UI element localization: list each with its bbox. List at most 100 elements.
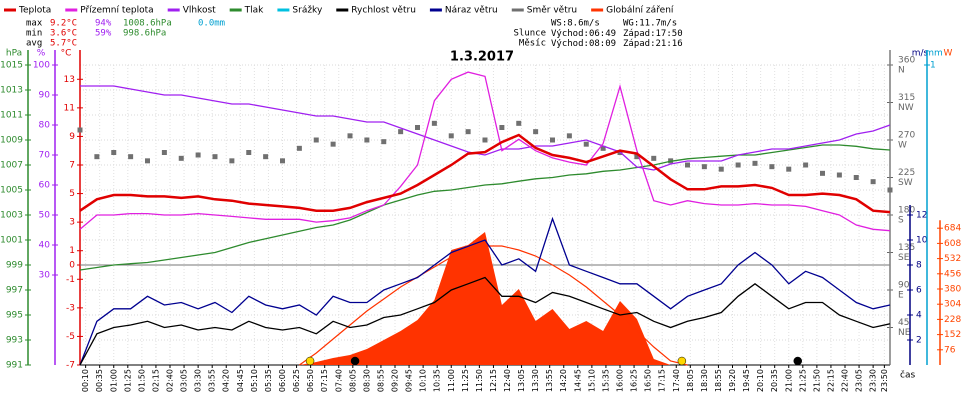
tick-label: 100 (33, 61, 50, 71)
tick-label: 90 (39, 91, 51, 101)
tick-label: 991 (6, 361, 23, 371)
direction-point (853, 175, 859, 180)
x-tick-label: 06:25 (292, 369, 301, 392)
direction-point (769, 164, 775, 170)
tick-label: 152 (944, 330, 961, 340)
x-tick-label: 02:15 (151, 369, 160, 392)
stat-value: 1008.6hPa (123, 19, 172, 29)
tick-label: -7 (66, 361, 75, 371)
direction-point (77, 127, 83, 133)
x-tick-label: 11:50 (475, 369, 484, 392)
solar-area (80, 232, 890, 365)
x-tick-label: 07:15 (320, 369, 329, 392)
x-tick-label: 04:20 (222, 369, 231, 392)
tick-label: 228 (944, 315, 961, 325)
stat-value: 59% (95, 29, 112, 39)
x-tick-label: 00:35 (95, 369, 104, 392)
direction-point (685, 162, 690, 168)
tick-name: NW (898, 103, 914, 113)
axis-title: mm (925, 49, 943, 59)
stat-value: 5.7°C (50, 39, 77, 49)
clear-sky-line (299, 245, 688, 366)
series-line (79, 71, 891, 232)
x-tick-label: 12:15 (489, 369, 498, 392)
rise-label: Východ: (551, 29, 589, 39)
x-axis-label: čas (900, 370, 915, 381)
direction-point (634, 154, 640, 160)
x-tick-label: 17:15 (658, 369, 667, 392)
direction-point (280, 158, 285, 164)
stat-name: min (26, 29, 42, 39)
astro-rise: Východ:08:09 (551, 39, 616, 49)
axis-title: hPa (6, 49, 22, 59)
tick-label: 1015 (0, 61, 23, 71)
direction-point (347, 133, 353, 139)
tick-label: 1011 (0, 111, 23, 121)
direction-point (263, 154, 269, 160)
direction-point (718, 166, 724, 172)
stat-value: 9.2°C (50, 19, 77, 29)
tick-label: 1 (930, 61, 936, 71)
x-tick-label: 16:00 (616, 369, 625, 392)
tick-label: 2 (916, 336, 922, 346)
direction-point (313, 137, 319, 143)
direction-point (465, 129, 471, 135)
axis-title: m/s (912, 49, 929, 59)
x-tick-label: 17:40 (672, 369, 681, 392)
tick-label: 11 (64, 103, 75, 113)
axis-title: W (944, 49, 953, 59)
x-tick-label: 13:55 (545, 369, 554, 392)
legend-label: Teplota (18, 6, 51, 16)
tick-label: 76 (944, 345, 956, 355)
tick-label: 40 (39, 241, 51, 251)
tick-label: 13 (64, 75, 75, 85)
tick-label: 60 (39, 181, 51, 191)
x-tick-label: 16:25 (630, 369, 639, 392)
x-tick-label: 20:10 (756, 369, 765, 392)
tick-name: SE (898, 253, 910, 263)
x-tick-label: 11:00 (447, 369, 456, 392)
x-tick-label: 19:20 (728, 369, 737, 392)
tick-label: 1 (69, 246, 75, 256)
x-tick-label: 10:35 (433, 369, 442, 392)
legend-label: Přízemní teplota (80, 6, 153, 16)
astro-set: Západ:21:16 (623, 39, 683, 49)
tick-label: 90 (898, 281, 910, 291)
series-line (79, 276, 891, 366)
tick-label: 0 (69, 261, 75, 271)
tick-label: 6 (916, 286, 922, 296)
legend-label: Náraz větru (445, 6, 498, 16)
x-tick-label: 08:30 (362, 369, 371, 392)
tick-name: W (898, 141, 907, 151)
x-tick-label: 12:40 (503, 369, 512, 392)
tick-label: 304 (944, 300, 961, 310)
legend-label: Rychlost větru (351, 6, 416, 16)
astro-name: Měsíc (519, 39, 546, 49)
tick-name: NE (898, 328, 911, 338)
x-tick-label: 03:05 (180, 369, 189, 392)
set-label: Západ: (623, 29, 656, 39)
x-tick-label: 21:25 (798, 369, 807, 392)
x-tick-label: 14:45 (573, 369, 582, 392)
set-label: Západ: (623, 39, 656, 49)
tick-name: N (898, 66, 905, 76)
direction-point (178, 155, 184, 161)
series-line (79, 133, 891, 214)
direction-point (550, 137, 555, 143)
astro-name: Slunce (513, 29, 546, 39)
x-tick-label: 22:40 (841, 369, 850, 392)
tick-label: 1003 (0, 211, 23, 221)
direction-point (381, 139, 387, 145)
tick-label: 997 (6, 286, 23, 296)
set-time: 17:50 (656, 29, 683, 39)
tick-label: 7 (69, 161, 75, 171)
sun-rise-marker (305, 356, 315, 366)
series-line (80, 85, 891, 171)
astro-set: Západ:17:50 (623, 29, 683, 39)
direction-point (229, 158, 235, 164)
tick-label: 608 (944, 239, 961, 249)
chart-title: 1.3.2017 (450, 50, 514, 65)
direction-point (887, 187, 893, 193)
tick-label: 1013 (0, 86, 23, 96)
x-tick-label: 01:00 (109, 369, 118, 392)
